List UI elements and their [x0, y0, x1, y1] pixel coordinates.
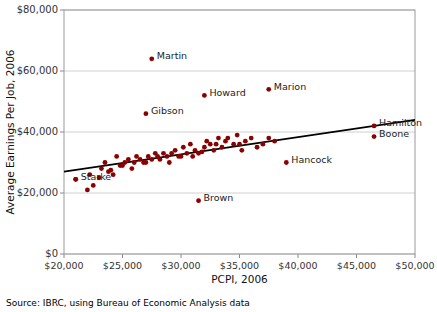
point-label: Brown [204, 192, 234, 203]
point [165, 154, 170, 159]
y-tick-label: $40,000 [17, 126, 58, 137]
point [167, 160, 172, 165]
point [188, 142, 193, 147]
point [231, 142, 236, 147]
point [225, 136, 230, 141]
point-label: Martin [157, 50, 187, 61]
y-tick [60, 132, 64, 133]
point [132, 160, 137, 165]
point [149, 157, 154, 162]
point-label: Boone [379, 128, 409, 139]
x-tick-label: $25,000 [103, 260, 142, 271]
point [220, 145, 225, 150]
labeled-point [149, 56, 154, 61]
x-tick [415, 254, 416, 258]
x-tick [122, 254, 123, 258]
source-note: Source: IBRC, using Bureau of Economic A… [6, 298, 250, 308]
point [129, 166, 134, 171]
point [216, 136, 221, 141]
point [173, 148, 178, 153]
point [179, 154, 184, 159]
chart: $0$20,000$40,000$60,000$80,000$20,000$25… [0, 0, 437, 312]
point-label: Marion [274, 81, 306, 92]
point [202, 145, 207, 150]
point [255, 145, 260, 150]
point [91, 183, 96, 188]
point [237, 142, 242, 147]
y-tick-label: $80,000 [17, 4, 58, 15]
point-label: Howard [209, 87, 245, 98]
plot-frame [64, 10, 415, 254]
y-tick [60, 10, 64, 11]
y-tick-label: $0 [45, 248, 58, 259]
point [184, 151, 189, 156]
point [73, 177, 78, 182]
point-label: Hamilton [379, 117, 422, 128]
y-tick-label: $60,000 [17, 65, 58, 76]
x-tick-label: $30,000 [161, 260, 200, 271]
y-tick [60, 71, 64, 72]
point [214, 142, 219, 147]
point [235, 133, 240, 138]
x-tick-label: $45,000 [337, 260, 376, 271]
x-tick-label: $50,000 [395, 260, 434, 271]
point [211, 148, 216, 153]
labeled-point [372, 134, 377, 139]
point [272, 139, 277, 144]
y-tick [60, 254, 64, 255]
point [208, 142, 213, 147]
x-tick [239, 254, 240, 258]
point [261, 142, 266, 147]
grid-line [64, 132, 415, 133]
point [158, 157, 163, 162]
point [249, 136, 254, 141]
point-label: Gibson [151, 105, 184, 116]
point [181, 145, 186, 150]
point [190, 154, 195, 159]
labeled-point [144, 111, 149, 116]
point-label: Hancock [291, 154, 332, 165]
point [200, 149, 205, 154]
point [243, 139, 248, 144]
plot-area [64, 56, 415, 203]
point [85, 188, 90, 193]
labeled-point [372, 124, 377, 129]
y-tick-label: $20,000 [17, 187, 58, 198]
point [114, 154, 119, 159]
point [239, 148, 244, 153]
grid-line [64, 193, 415, 194]
labeled-point [73, 177, 78, 182]
x-tick [181, 254, 182, 258]
x-tick [356, 254, 357, 258]
x-tick-label: $40,000 [278, 260, 317, 271]
y-axis-label: Average Earnings Per Job, 2006 [4, 49, 16, 214]
point [144, 160, 149, 165]
y-tick [60, 193, 64, 194]
point-label: Starke [81, 171, 112, 182]
x-axis-label: PCPI, 2006 [211, 273, 268, 285]
labeled-point [196, 198, 201, 203]
point [103, 160, 108, 165]
point [266, 136, 271, 141]
labeled-point [284, 160, 289, 165]
x-tick-label: $35,000 [220, 260, 259, 271]
x-tick-label: $20,000 [44, 260, 83, 271]
labeled-point [266, 87, 271, 92]
x-tick [298, 254, 299, 258]
point [111, 172, 116, 177]
x-tick [64, 254, 65, 258]
grid-line [64, 71, 415, 72]
point [126, 157, 131, 162]
trendline [64, 120, 415, 172]
labeled-point [202, 93, 207, 98]
